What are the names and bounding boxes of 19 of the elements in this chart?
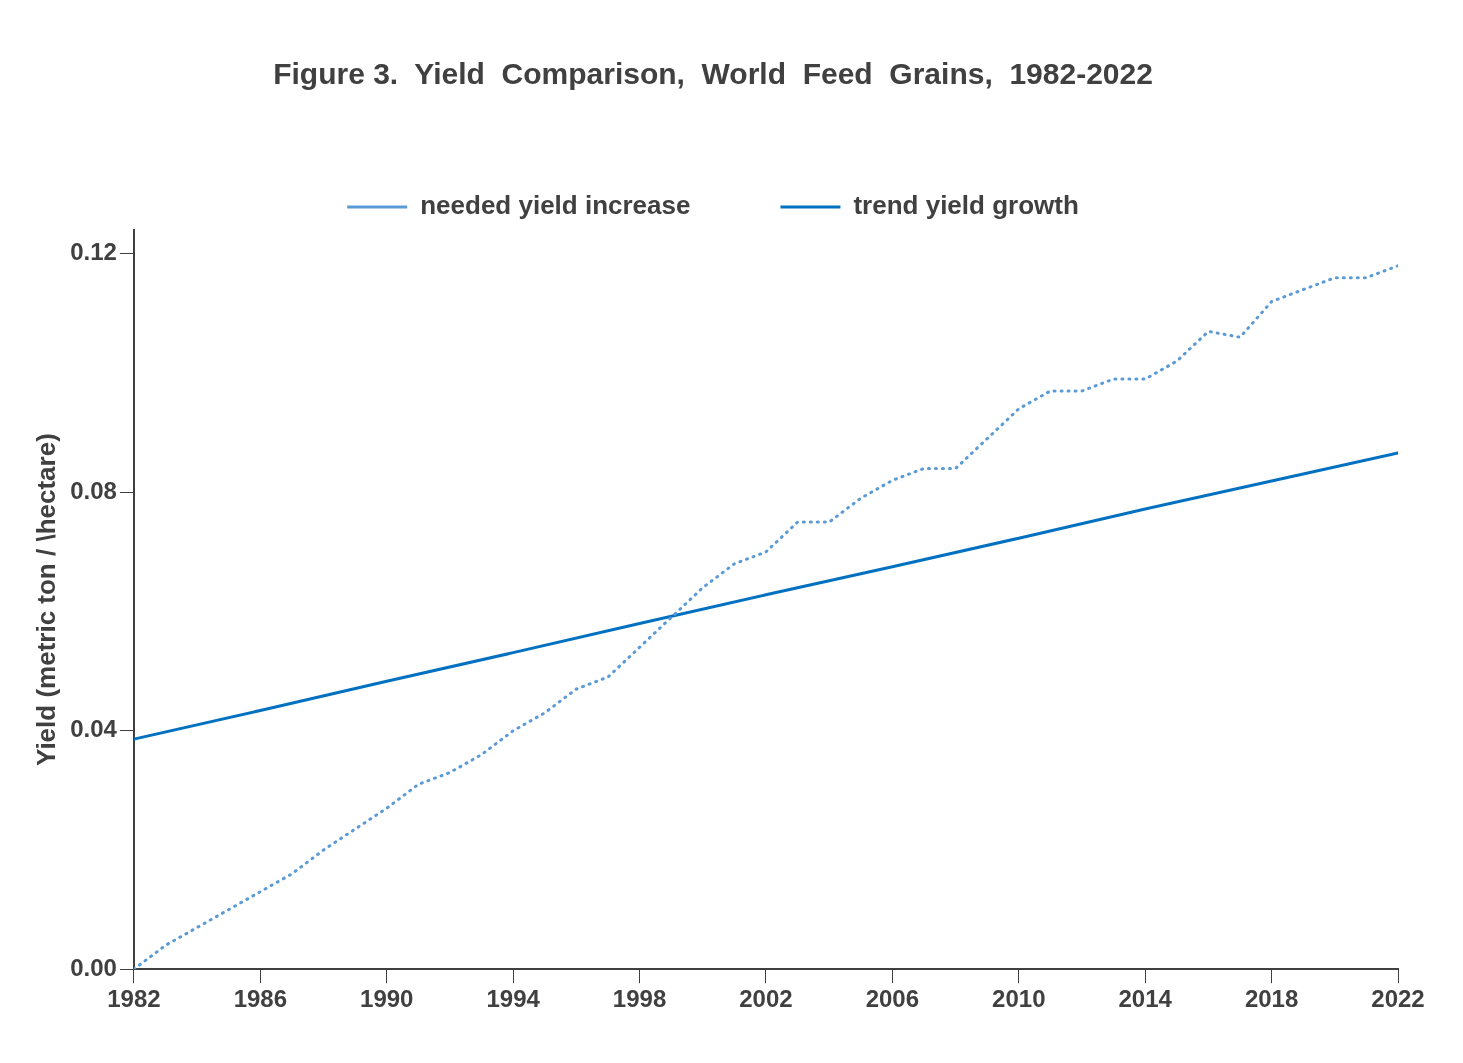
y-tick-label: 0.08: [70, 476, 117, 504]
x-tick-label: 1986: [233, 985, 288, 1013]
x-tick-label: 1982: [107, 985, 161, 1013]
x-tick-label: 1990: [360, 985, 414, 1013]
y-tick-label: 0.12: [70, 238, 117, 266]
x-tick-label: 2014: [1118, 985, 1173, 1013]
chart-title: Figure 3. Yield Comparison, World Feed Grains, 1982-2022: [273, 57, 1153, 91]
x-tick-label: 2010: [992, 985, 1046, 1013]
y-axis-title: Yield (metric ton / \hectare): [30, 433, 61, 766]
x-tick-label: 1998: [612, 985, 667, 1013]
x-tick-label: 2018: [1244, 985, 1299, 1013]
x-tick-label: 2002: [739, 985, 793, 1013]
x-tick-label: 2022: [1371, 985, 1425, 1013]
y-tick-label: 0.00: [70, 953, 117, 981]
legend-label: trend yield growth: [853, 190, 1079, 221]
legend-label: needed yield increase: [420, 190, 691, 221]
x-tick-label: 2006: [865, 985, 920, 1013]
x-tick-label: 1994: [486, 985, 541, 1013]
y-tick-label: 0.04: [70, 715, 118, 743]
